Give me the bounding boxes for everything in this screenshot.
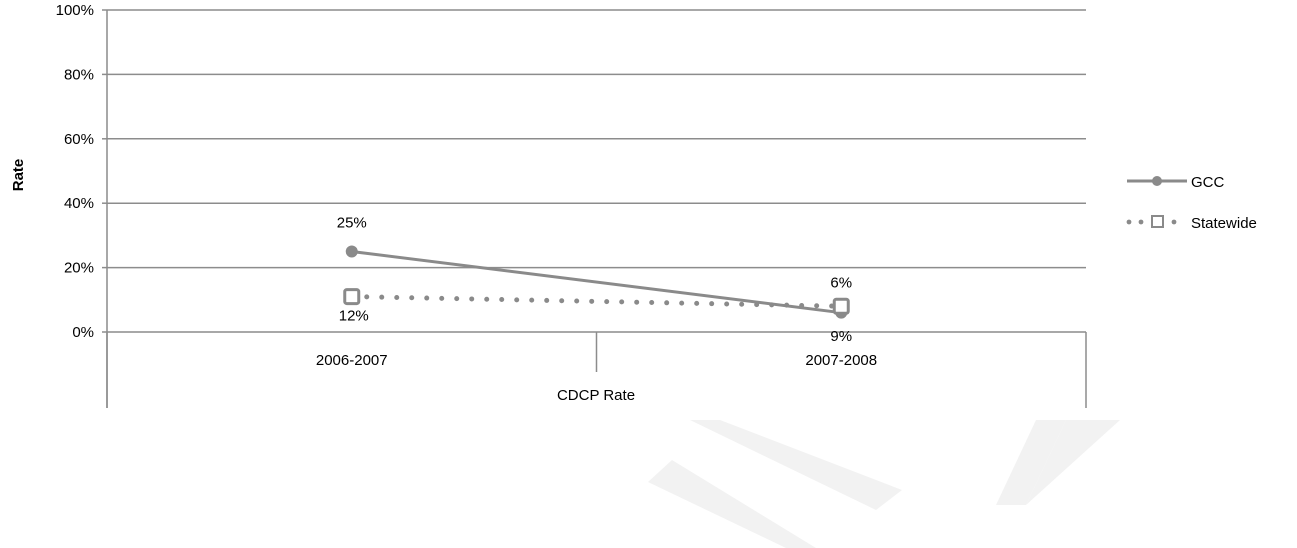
- watermark-stroke: [690, 420, 902, 510]
- y-tick-label: 20%: [64, 260, 94, 277]
- series-line-gcc: [351, 250, 842, 315]
- x-category-labels: 2006-2007 2007-2008: [316, 352, 877, 369]
- watermark-logo: [648, 420, 1120, 548]
- data-point-statewide[interactable]: [343, 288, 361, 306]
- y-tick-label: 0%: [72, 324, 94, 341]
- x-category-label: 2007-2008: [805, 352, 877, 369]
- legend-label-gcc: GCC: [1191, 174, 1225, 191]
- y-tick-labels: 0% 20% 40% 60% 80% 100%: [56, 2, 94, 341]
- data-label-gcc: 25%: [337, 215, 367, 232]
- data-point-statewide[interactable]: [832, 297, 850, 315]
- y-tick-label: 60%: [64, 131, 94, 148]
- legend-item-statewide[interactable]: Statewide: [1126, 215, 1257, 232]
- y-tick-label: 100%: [56, 2, 94, 19]
- data-label-gcc: 6%: [830, 275, 852, 292]
- y-tick-label: 80%: [64, 66, 94, 83]
- series-gcc: [345, 245, 848, 319]
- y-tick-label: 40%: [64, 195, 94, 212]
- legend-label-statewide: Statewide: [1191, 215, 1257, 232]
- legend-dot-statewide: [1126, 219, 1132, 225]
- data-point-gcc[interactable]: [345, 245, 358, 258]
- data-label-statewide: 12%: [339, 308, 369, 325]
- x-axis-title: CDCP Rate: [557, 387, 635, 404]
- axes: [102, 9, 1087, 408]
- legend-marker-gcc: [1152, 176, 1162, 186]
- legend: GCC Statewide: [1126, 174, 1257, 232]
- gridlines: [107, 9, 1086, 333]
- series-statewide: [343, 288, 850, 315]
- legend-dot-statewide: [1138, 219, 1144, 225]
- legend-marker-statewide: [1151, 215, 1164, 228]
- watermark-stroke: [1026, 420, 1120, 505]
- series: [343, 245, 850, 319]
- legend-item-gcc[interactable]: GCC: [1127, 174, 1225, 191]
- y-axis-title: Rate: [10, 159, 27, 192]
- watermark-stroke: [996, 420, 1066, 505]
- watermark-stroke: [648, 460, 816, 548]
- x-category-label: 2006-2007: [316, 352, 388, 369]
- data-label-statewide: 9%: [830, 328, 852, 345]
- legend-dot-statewide: [1171, 219, 1177, 225]
- data-labels: 25% 6% 12% 9%: [337, 215, 852, 346]
